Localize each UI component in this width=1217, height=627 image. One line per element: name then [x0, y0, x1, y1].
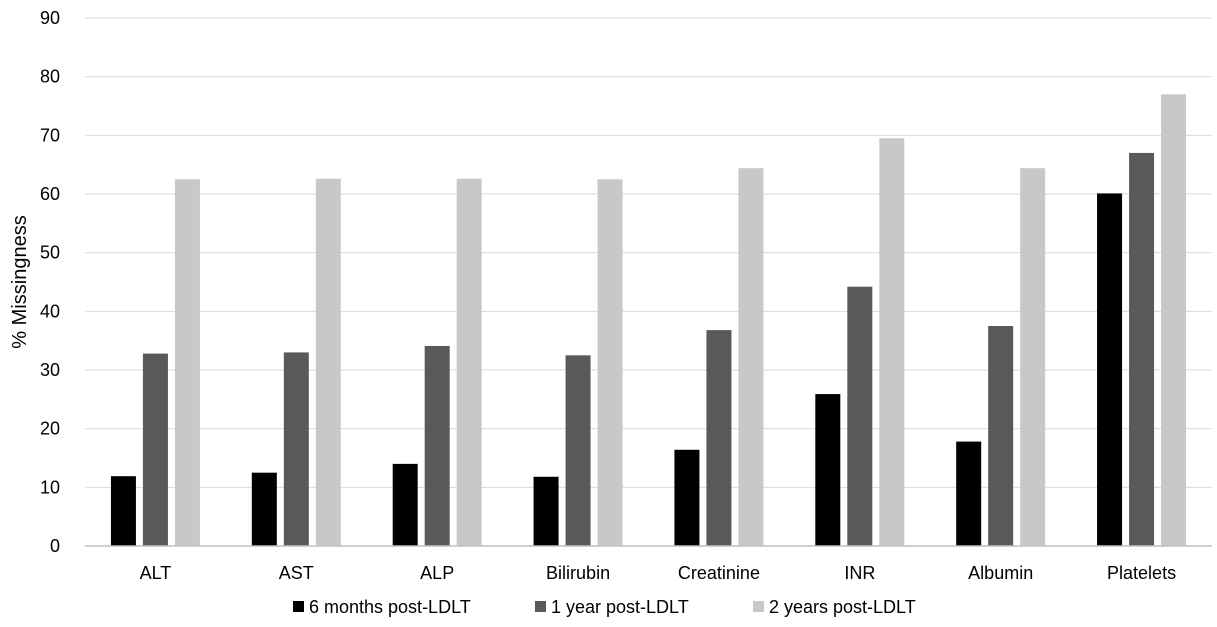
bar-alp-1: [424, 345, 450, 546]
bar-bilirubin-0: [533, 476, 559, 546]
legend-label: 6 months post-LDLT: [309, 597, 471, 617]
x-tick-label: Bilirubin: [546, 563, 610, 583]
bar-ast-0: [251, 472, 277, 546]
y-tick-label: 0: [50, 536, 60, 556]
y-tick-label: 80: [40, 67, 60, 87]
bars: [110, 94, 1187, 547]
bar-ast-2: [315, 178, 341, 546]
legend-swatch: [293, 601, 304, 612]
bar-alp-0: [392, 463, 418, 546]
bar-ast-1: [283, 352, 309, 546]
legend-label: 1 year post-LDLT: [551, 597, 689, 617]
y-tick-label: 10: [40, 477, 60, 497]
legend: 6 months post-LDLT 1 year post-LDLT 2 year…: [293, 597, 916, 617]
x-tick-label: ALP: [420, 563, 454, 583]
bar-albumin-1: [988, 326, 1014, 546]
y-tick-label: 20: [40, 419, 60, 439]
y-tick-label: 90: [40, 8, 60, 28]
bar-alt-2: [174, 179, 200, 547]
legend-label: 2 years post-LDLT: [769, 597, 916, 617]
bar-alt-0: [110, 476, 136, 546]
x-tick-label: INR: [844, 563, 875, 583]
legend-swatch: [535, 601, 546, 612]
bar-alp-2: [456, 178, 482, 546]
bar-platelets-1: [1129, 152, 1155, 546]
bar-bilirubin-2: [597, 179, 623, 547]
bar-inr-2: [879, 138, 905, 546]
gridlines: [85, 17, 1212, 488]
bar-alt-1: [142, 353, 168, 546]
x-tick-label: Platelets: [1107, 563, 1176, 583]
bar-albumin-0: [956, 441, 982, 546]
bar-platelets-0: [1097, 193, 1123, 546]
bar-inr-1: [847, 286, 873, 546]
legend-swatch: [753, 601, 764, 612]
bar-creatinine-0: [674, 449, 700, 546]
y-axis-ticks: 0 10 20 30 40 50 60 70 80 90: [40, 8, 60, 556]
x-tick-label: Albumin: [968, 563, 1033, 583]
x-tick-label: AST: [279, 563, 314, 583]
x-tick-label: ALT: [140, 563, 172, 583]
x-tick-label: Creatinine: [678, 563, 760, 583]
y-tick-label: 60: [40, 184, 60, 204]
y-tick-label: 30: [40, 360, 60, 380]
bar-bilirubin-1: [565, 355, 591, 546]
bar-albumin-2: [1020, 168, 1046, 547]
bar-platelets-2: [1161, 94, 1187, 547]
y-tick-label: 50: [40, 243, 60, 263]
y-tick-label: 40: [40, 301, 60, 321]
bar-inr-0: [815, 394, 841, 546]
bar-creatinine-2: [738, 168, 764, 547]
y-tick-label: 70: [40, 125, 60, 145]
y-axis-title: % Missingness: [9, 215, 31, 348]
x-axis-ticks: ALT AST ALP Bilirubin Creatinine INR Albumin Pl…: [140, 563, 1176, 583]
bar-creatinine-1: [706, 330, 732, 546]
